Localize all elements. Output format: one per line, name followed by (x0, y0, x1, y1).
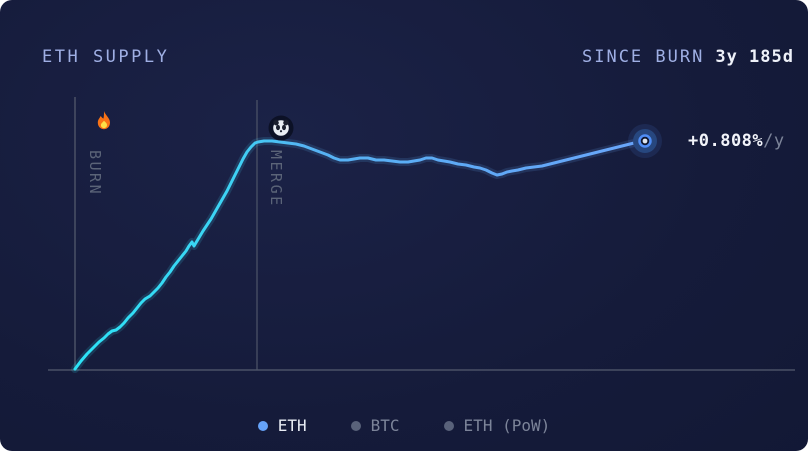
since-burn-value: 3y 185d (715, 47, 794, 67)
legend-label-btc: BTC (370, 416, 400, 435)
chart-legend: ETH BTC ETH (PoW) (0, 416, 808, 435)
eth-supply-line-glow (71, 137, 649, 373)
issuance-rate-value: +0.808% (688, 131, 764, 151)
merge-axis-label: MERGE (267, 150, 285, 208)
since-burn-group: SINCE BURN 3y 185d (582, 47, 794, 67)
flame-icon (97, 111, 110, 130)
issuance-rate: +0.808%/y (688, 131, 785, 151)
eth-supply-line (73, 139, 647, 371)
page-title: ETH SUPPLY (42, 47, 170, 67)
panda-icon (268, 115, 294, 141)
issuance-rate-suffix: /y (763, 131, 785, 151)
since-burn-label: SINCE BURN (581, 47, 705, 67)
eth-pow-legend-dot-icon (443, 420, 454, 431)
legend-label-eth-pow: ETH (PoW) (463, 416, 551, 435)
legend-item-eth-pow[interactable]: ETH (PoW) (443, 416, 551, 435)
burn-axis-label: BURN (86, 150, 104, 196)
legend-label-eth: ETH (277, 416, 307, 435)
legend-item-eth[interactable]: ETH (257, 416, 307, 435)
btc-legend-dot-icon (350, 420, 361, 431)
current-value-marker (628, 124, 662, 158)
legend-item-btc[interactable]: BTC (350, 416, 400, 435)
eth-legend-dot-icon (257, 420, 268, 431)
